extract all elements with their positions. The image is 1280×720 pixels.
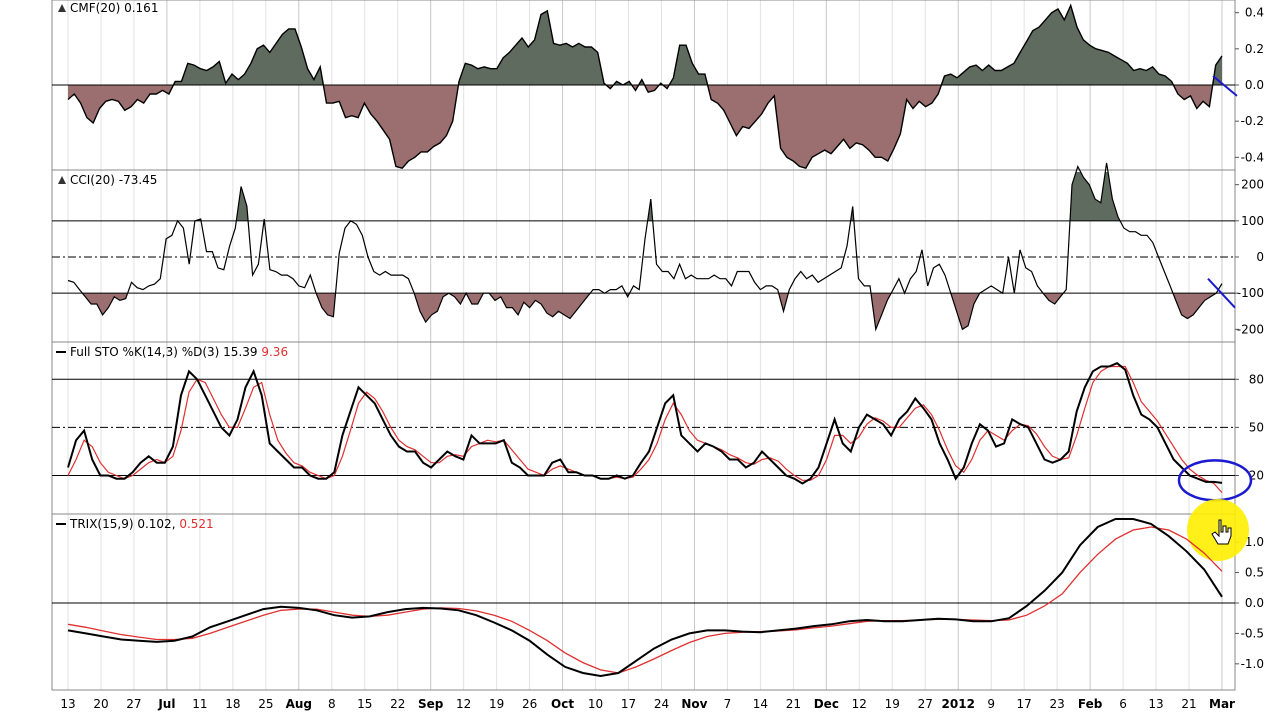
y-tick-label: -200 xyxy=(1237,322,1264,336)
x-tick-label: 11 xyxy=(192,697,207,711)
indicator-value: 0.161 xyxy=(124,1,158,15)
y-tick-label: 0.4 xyxy=(1245,6,1264,20)
x-tick-label: Mar xyxy=(1209,697,1235,711)
y-tick-label: 80 xyxy=(1249,372,1264,386)
x-tick-label: 27 xyxy=(918,697,933,711)
sto-k-line xyxy=(67,362,1223,485)
x-tick-label: 21 xyxy=(1181,697,1196,711)
x-tick-label: Aug xyxy=(286,697,312,711)
y-tick-label: -0.4 xyxy=(1241,150,1264,164)
trix-line xyxy=(67,518,1223,678)
x-tick-label: 9 xyxy=(987,697,995,711)
indicator-value: 0.102 xyxy=(137,517,171,531)
indicator-name: TRIX(15,9) xyxy=(69,517,137,531)
x-tick-label: 6 xyxy=(1119,697,1127,711)
x-tick-label: 23 xyxy=(1050,697,1065,711)
x-tick-label: Oct xyxy=(551,697,574,711)
x-tick-label: 2012 xyxy=(942,697,975,711)
y-tick-label: 0.0 xyxy=(1245,596,1264,610)
x-tick-label: Sep xyxy=(418,697,444,711)
y-tick-label: 50 xyxy=(1249,420,1264,434)
x-tick-label: 20 xyxy=(93,697,108,711)
panel-label-3: Full STO %K(14,3) %D(3) 15.39 9.36 xyxy=(56,345,288,359)
panel-2: 200 100 0 -100 -200 xyxy=(52,162,1264,343)
x-tick-label: 12 xyxy=(456,697,471,711)
indicator-name: CMF(20) xyxy=(70,1,124,15)
x-tick-label: 18 xyxy=(225,697,240,711)
indicator-label: TRIX(15,9) 0.102, 0.521 xyxy=(69,517,214,531)
x-tick-label: 22 xyxy=(390,697,405,711)
y-tick-label: -1.0 xyxy=(1241,657,1264,671)
indicator-name: Full STO %K(14,3) %D(3) xyxy=(70,345,223,359)
indicator-label: CMF(20) 0.161 xyxy=(70,1,158,15)
y-tick-label: 0.0 xyxy=(1245,78,1264,92)
x-tick-label: 14 xyxy=(753,697,768,711)
y-tick-label: 20 xyxy=(1249,469,1264,483)
indicator-signal-value: 0.521 xyxy=(179,517,213,531)
x-tick-label: Feb xyxy=(1078,697,1103,711)
y-tick-label: 100 xyxy=(1241,214,1264,228)
y-tick-label: 0 xyxy=(1256,250,1264,264)
cursor-highlight xyxy=(1187,498,1249,561)
panel-labels: CMF(20) 0.161 CCI(20) -73.45 Full STO %K(1… xyxy=(56,1,288,531)
cmf-line xyxy=(67,3,1223,170)
sto-d-line xyxy=(67,365,1223,493)
cci-line xyxy=(67,162,1223,332)
x-tick-label: 19 xyxy=(885,697,900,711)
y-tick-label: 1.0 xyxy=(1245,535,1264,549)
indicator-value: -73.45 xyxy=(119,173,158,187)
cmf-negative-area xyxy=(68,85,1222,169)
indicator-label: CCI(20) -73.45 xyxy=(70,173,157,187)
x-tick-label: 10 xyxy=(588,697,603,711)
triangle-icon xyxy=(58,4,66,12)
x-tick-label: 13 xyxy=(1148,697,1163,711)
crossing-marker xyxy=(1212,75,1238,97)
x-tick-label: 19 xyxy=(489,697,504,711)
x-tick-label: 26 xyxy=(522,697,537,711)
y-tick-label: 0.2 xyxy=(1245,42,1264,56)
y-tick-label: 200 xyxy=(1241,178,1264,192)
x-tick-label: 17 xyxy=(1017,697,1032,711)
indicator-signal-value: 9.36 xyxy=(261,345,288,359)
triangle-icon xyxy=(58,176,66,184)
x-tick-label: 17 xyxy=(621,697,636,711)
indicator-value: 15.39 xyxy=(223,345,257,359)
x-tick-label: 8 xyxy=(328,697,336,711)
y-tick-label: 0.5 xyxy=(1245,566,1264,580)
crossing-marker xyxy=(1207,278,1236,309)
panel-label-2: CCI(20) -73.45 xyxy=(58,173,157,187)
indicator-name: CCI(20) xyxy=(70,173,119,187)
panel-1: 0.4 0.2 0.0 -0.2 -0.4 xyxy=(52,3,1264,171)
indicator-label: Full STO %K(14,3) %D(3) 15.39 9.36 xyxy=(70,345,288,359)
x-tick-label: 7 xyxy=(724,697,732,711)
x-tick-label: Dec xyxy=(814,697,839,711)
panel-label-4: TRIX(15,9) 0.102, 0.521 xyxy=(56,517,214,531)
x-tick-label: 12 xyxy=(852,697,867,711)
x-tick-label: 13 xyxy=(60,697,75,711)
indicator-signal-value: , xyxy=(172,517,180,531)
x-tick-label: Nov xyxy=(681,697,707,711)
x-tick-label: 24 xyxy=(654,697,669,711)
panel-label-1: CMF(20) 0.161 xyxy=(58,1,158,15)
trix-signal-line xyxy=(67,526,1223,674)
y-tick-label: -0.2 xyxy=(1241,114,1264,128)
y-tick-label: -0.5 xyxy=(1241,626,1264,640)
x-tick-label: 27 xyxy=(126,697,141,711)
y-tick-label: -100 xyxy=(1237,286,1264,300)
x-tick-label: 21 xyxy=(786,697,801,711)
x-tick-label: 15 xyxy=(357,697,372,711)
hand-cursor-icon xyxy=(1211,519,1232,545)
x-tick-label: Jul xyxy=(157,697,175,711)
x-tick-label: 25 xyxy=(258,697,273,711)
x-axis: 13 20 27 Jul 11 18 25 Aug 8 15 22 Sep 12 19 26 Oct 10 17 2… xyxy=(52,689,1235,711)
